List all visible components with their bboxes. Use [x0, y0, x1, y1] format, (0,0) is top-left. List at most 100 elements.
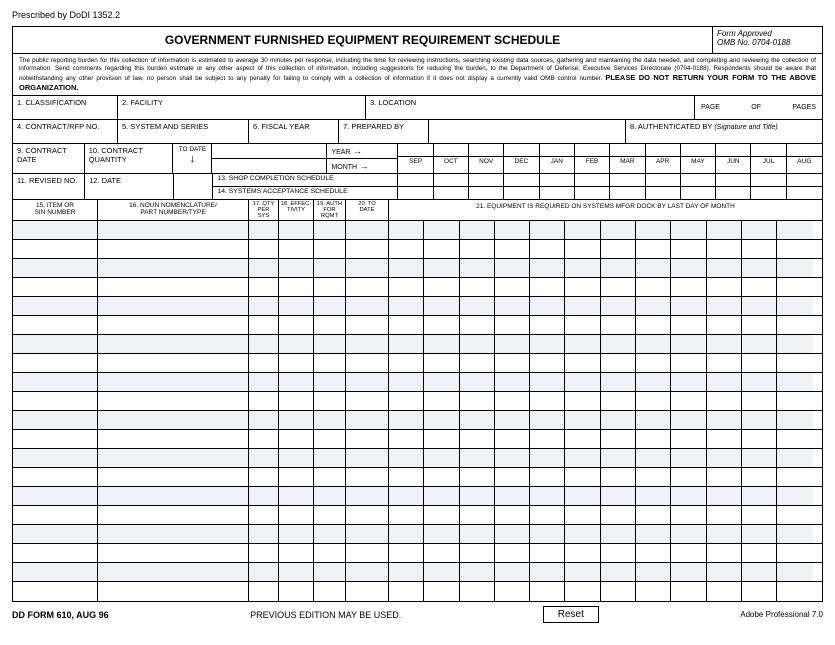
sched-cell — [681, 174, 716, 186]
grid-month-cell — [460, 335, 495, 353]
grid-month-cell — [389, 468, 424, 486]
grid-cell — [314, 354, 346, 372]
grid-month-cell — [424, 487, 459, 505]
grid-cell — [346, 468, 389, 486]
grid-cell — [314, 487, 346, 505]
grid-month-cell — [601, 525, 636, 543]
of-label: OF — [751, 104, 761, 111]
grid-month-cell — [601, 487, 636, 505]
grid-cell — [13, 316, 98, 334]
table-row — [13, 335, 822, 354]
sched-cell — [434, 187, 469, 199]
grid-cell — [314, 411, 346, 429]
grid-month-cell — [742, 335, 777, 353]
grid-month-cell — [601, 278, 636, 296]
grid-cell — [279, 544, 314, 562]
grid-cell — [98, 525, 249, 543]
grid-month-cell — [601, 297, 636, 315]
grid-month-cell — [530, 373, 565, 391]
grid-cell — [249, 525, 279, 543]
sched-cell — [716, 187, 751, 199]
sched-cell — [681, 187, 716, 199]
grid-month-cell — [495, 335, 530, 353]
grid-month-cell — [565, 221, 600, 239]
grid-month-cell — [389, 430, 424, 448]
grid-month-cell — [565, 430, 600, 448]
grid-month-cell — [707, 525, 742, 543]
grid-cell — [98, 506, 249, 524]
sched-cell — [646, 187, 681, 199]
form-container: GOVERNMENT FURNISHED EQUIPMENT REQUIREME… — [12, 26, 823, 602]
grid-month-cell — [636, 487, 671, 505]
grid-month-cell — [707, 297, 742, 315]
grid-cell — [346, 487, 389, 505]
grid-month-cell — [495, 487, 530, 505]
grid-cell — [249, 221, 279, 239]
row-1-2-3: 1. CLASSIFICATION 2. FACILITY 3. LOCATIO… — [13, 96, 822, 120]
grid-month-cell — [530, 430, 565, 448]
grid-cell — [13, 468, 98, 486]
grid-cell — [279, 506, 314, 524]
grid-month-cell — [777, 487, 812, 505]
footer: DD FORM 610, AUG 96 PREVIOUS EDITION MAY… — [12, 602, 823, 623]
grid-month-cell — [495, 278, 530, 296]
grid-month-cell — [742, 430, 777, 448]
auth-label: 8. AUTHENTICATED BY — [630, 122, 712, 131]
grid-month-cell — [742, 278, 777, 296]
grid-cell — [346, 582, 389, 601]
grid-month-cell — [565, 316, 600, 334]
grid-cell — [279, 563, 314, 581]
grid-month-cell — [460, 354, 495, 372]
year-cell — [469, 144, 503, 157]
month-nov: NOV — [469, 157, 503, 170]
form-approved: Form Approved — [717, 29, 818, 38]
grid-cell — [98, 240, 249, 258]
blank-under-todate — [174, 174, 213, 199]
grid-cell — [249, 544, 279, 562]
field-contract-qty: 10. CONTRACT QUANTITY — [85, 144, 174, 173]
grid-month-cell — [389, 240, 424, 258]
grid-cell — [314, 563, 346, 581]
table-row — [13, 354, 822, 373]
grid-month-cell — [530, 449, 565, 467]
grid-month-cell — [636, 259, 671, 277]
grid-month-cell — [389, 525, 424, 543]
grid-month-cell — [707, 544, 742, 562]
grid-month-cell — [389, 221, 424, 239]
grid-month-cell — [707, 373, 742, 391]
grid-cell — [314, 525, 346, 543]
grid-month-cell — [777, 449, 812, 467]
grid-month-cell — [424, 316, 459, 334]
grid-month-cell — [424, 506, 459, 524]
grid-cell — [314, 240, 346, 258]
field-classification: 1. CLASSIFICATION — [13, 96, 118, 119]
grid-month-cell — [530, 335, 565, 353]
sched-cell — [751, 187, 786, 199]
omb-box: Form Approved OMB No. 0704-0188 — [712, 27, 822, 53]
grid-month-cell — [424, 221, 459, 239]
grid-month-cell — [601, 506, 636, 524]
grid-month-cell — [601, 544, 636, 562]
grid-month-cell — [777, 259, 812, 277]
year-cell — [751, 144, 785, 157]
grid-month-cell — [601, 449, 636, 467]
grid-month-cell — [777, 335, 812, 353]
page-group: PAGE OF PAGES — [695, 96, 822, 119]
reset-button[interactable]: Reset — [543, 606, 599, 623]
grid-month-cell — [460, 392, 495, 410]
grid-month-cell — [742, 563, 777, 581]
grid-month-cell — [601, 316, 636, 334]
grid-month-cell — [530, 297, 565, 315]
grid-month-cell — [671, 487, 706, 505]
table-row — [13, 316, 822, 335]
grid-month-cell — [495, 430, 530, 448]
grid-cell — [314, 392, 346, 410]
grid-cell — [13, 411, 98, 429]
grid-month-cell — [742, 544, 777, 562]
grid-month-cell — [707, 582, 742, 601]
grid-month-cell — [707, 392, 742, 410]
grid-cell — [314, 221, 346, 239]
year-label: YEAR — [327, 144, 397, 158]
grid-month-cell — [707, 354, 742, 372]
grid-cell — [279, 487, 314, 505]
